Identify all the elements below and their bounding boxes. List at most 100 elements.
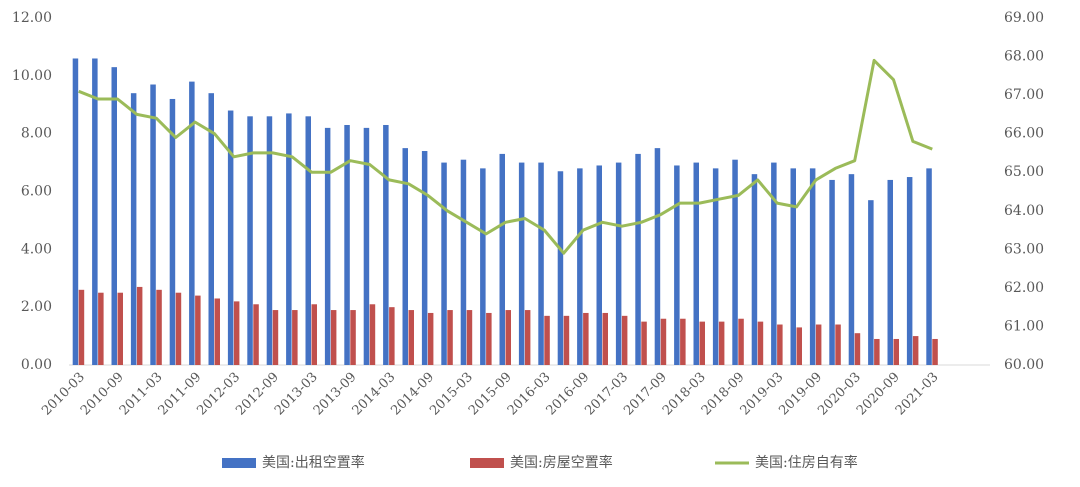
bar bbox=[227, 110, 234, 366]
bar bbox=[906, 177, 913, 365]
bar bbox=[538, 162, 544, 365]
bar bbox=[233, 301, 240, 365]
bar bbox=[738, 318, 744, 365]
y-tick-label: 0.00 bbox=[21, 357, 52, 373]
bar bbox=[557, 171, 564, 365]
bar bbox=[111, 67, 117, 366]
bar bbox=[363, 127, 370, 365]
x-tick-label: 2021-03 bbox=[893, 370, 942, 419]
bar bbox=[466, 310, 473, 365]
bar bbox=[136, 286, 143, 365]
bar bbox=[771, 162, 777, 365]
bar bbox=[583, 312, 589, 365]
bar bbox=[751, 174, 758, 365]
bar bbox=[150, 84, 156, 365]
bar bbox=[344, 124, 350, 365]
bar bbox=[130, 93, 137, 365]
legend-label: 美国:住房自有率 bbox=[755, 454, 858, 471]
bar bbox=[402, 148, 408, 365]
y-tick-label: 6.00 bbox=[21, 184, 52, 200]
bar bbox=[654, 148, 661, 365]
bar bbox=[621, 315, 628, 365]
bar bbox=[286, 113, 292, 365]
bar bbox=[874, 338, 880, 365]
bar bbox=[505, 310, 511, 365]
bar bbox=[486, 312, 492, 365]
bar bbox=[932, 338, 938, 365]
bar bbox=[305, 116, 311, 365]
bar bbox=[214, 298, 220, 365]
legend-label: 美国:出租空置率 bbox=[262, 454, 365, 471]
bar bbox=[796, 327, 802, 365]
bar bbox=[854, 333, 861, 365]
bar bbox=[699, 321, 705, 365]
bar bbox=[518, 162, 525, 365]
bar bbox=[208, 93, 214, 365]
bar bbox=[78, 289, 85, 365]
bar bbox=[247, 116, 253, 365]
y2-tick-label: 67.00 bbox=[1004, 87, 1044, 103]
bar bbox=[421, 151, 428, 365]
bar bbox=[887, 179, 893, 365]
bar bbox=[408, 310, 414, 365]
bar bbox=[602, 312, 608, 365]
bar bbox=[893, 338, 899, 365]
legend-label: 美国:房屋空置率 bbox=[510, 454, 613, 471]
bar bbox=[680, 318, 686, 365]
bar bbox=[660, 318, 667, 365]
y2-tick-label: 66.00 bbox=[1004, 126, 1044, 142]
y-tick-label: 10.00 bbox=[12, 68, 52, 84]
bar bbox=[596, 165, 602, 365]
legend-swatch bbox=[222, 458, 256, 468]
bar bbox=[815, 324, 822, 365]
bar bbox=[156, 289, 162, 365]
y-tick-label: 12.00 bbox=[12, 10, 52, 26]
bar bbox=[718, 321, 725, 365]
bar bbox=[350, 310, 356, 365]
bar bbox=[732, 159, 738, 365]
bar bbox=[868, 200, 874, 365]
bar bbox=[447, 310, 453, 365]
bar bbox=[693, 162, 699, 365]
bar bbox=[480, 168, 486, 365]
y2-tick-label: 60.00 bbox=[1004, 357, 1044, 373]
bar bbox=[195, 295, 201, 365]
y2-tick-label: 69.00 bbox=[1004, 10, 1044, 26]
bar bbox=[427, 312, 434, 365]
bar bbox=[189, 81, 195, 365]
y2-tick-label: 62.00 bbox=[1004, 280, 1044, 296]
bar bbox=[712, 168, 719, 365]
bar bbox=[72, 58, 79, 365]
y2-tick-label: 63.00 bbox=[1004, 241, 1044, 257]
bar bbox=[460, 159, 467, 365]
bar bbox=[311, 304, 317, 365]
bar bbox=[169, 98, 176, 365]
bar bbox=[544, 315, 550, 365]
bar bbox=[383, 124, 389, 365]
bar bbox=[926, 168, 932, 365]
bar bbox=[98, 292, 104, 365]
bar bbox=[563, 315, 570, 365]
bar bbox=[92, 58, 98, 365]
bar bbox=[912, 336, 919, 365]
bar bbox=[674, 165, 680, 365]
y2-tick-label: 64.00 bbox=[1004, 203, 1044, 219]
bar bbox=[292, 310, 298, 365]
bar bbox=[835, 324, 841, 365]
y2-tick-label: 65.00 bbox=[1004, 164, 1044, 180]
bar bbox=[615, 162, 622, 365]
bar bbox=[272, 310, 279, 365]
bar bbox=[635, 153, 641, 365]
bar bbox=[524, 310, 531, 365]
y2-tick-label: 61.00 bbox=[1004, 318, 1044, 334]
line bbox=[78, 58, 933, 255]
bar bbox=[369, 304, 376, 365]
y-tick-label: 4.00 bbox=[21, 241, 52, 257]
bar bbox=[441, 162, 447, 365]
bar bbox=[175, 292, 182, 365]
bar bbox=[577, 168, 583, 365]
y-tick-label: 8.00 bbox=[21, 126, 52, 142]
bar bbox=[253, 304, 259, 365]
bar bbox=[848, 174, 855, 365]
